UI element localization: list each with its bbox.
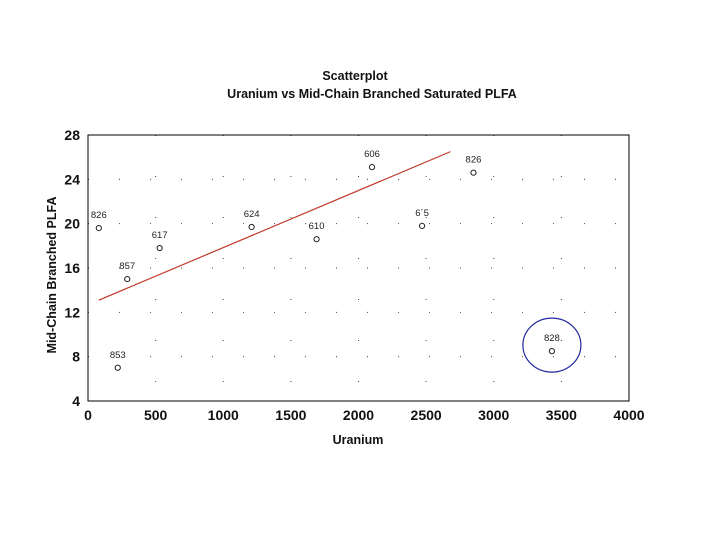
data-point [470,169,477,176]
grid [88,135,629,401]
data-point [248,223,255,231]
data-points: 826 617 857 853 624 610 606 6´5 826 828 [91,149,560,371]
data-point [95,225,102,232]
chart-title: Scatterplot [322,69,388,83]
plot-frame [87,134,630,402]
data-point [313,236,320,243]
y-tick-labels: 4 8 12 16 20 24 28 [64,127,80,409]
chart-subtitle: Uranium vs Mid-Chain Branched Saturated … [227,87,517,101]
y-tick-label: 8 [72,349,80,365]
x-tick-label: 1000 [208,407,239,423]
data-point-label: 617 [152,230,168,241]
data-point-label: 826 [91,210,107,221]
data-point [124,275,131,283]
x-axis-label: Uranium [333,433,384,447]
y-tick-label: 4 [72,393,80,409]
y-axis-label: Mid-Chain Branched PLFA [45,197,59,354]
data-point-label: 853 [110,350,126,361]
x-tick-label: 3000 [478,407,509,423]
data-point-label: 624 [244,209,260,220]
x-tick-label: 2000 [343,407,374,423]
data-point [548,348,556,355]
y-tick-label: 16 [64,260,80,276]
x-tick-labels: 0 500 1000 1500 2000 2500 3000 3500 4000 [84,407,645,423]
x-tick-label: 4000 [613,407,644,423]
data-point-label: 826 [466,155,482,166]
highlight-circle [522,317,582,373]
x-tick-label: 2500 [411,407,442,423]
data-point-label: 828 [544,333,560,344]
y-tick-label: 20 [64,216,80,232]
x-tick-label: 1500 [275,407,306,423]
data-point-label: 857 [119,261,135,272]
y-tick-label: 12 [64,304,80,320]
data-point [418,222,426,229]
trend-line [98,151,451,301]
data-point-label: 606 [364,149,380,160]
data-point [368,164,376,171]
data-point-label: 610 [309,221,325,232]
y-tick-label: 24 [64,171,80,187]
x-tick-label: 0 [84,407,92,423]
x-tick-label: 3500 [546,407,577,423]
data-point [114,364,121,371]
data-point [156,244,163,252]
x-tick-label: 500 [144,407,168,423]
y-tick-label: 28 [64,127,80,143]
data-point-label: 6´5 [415,208,429,219]
